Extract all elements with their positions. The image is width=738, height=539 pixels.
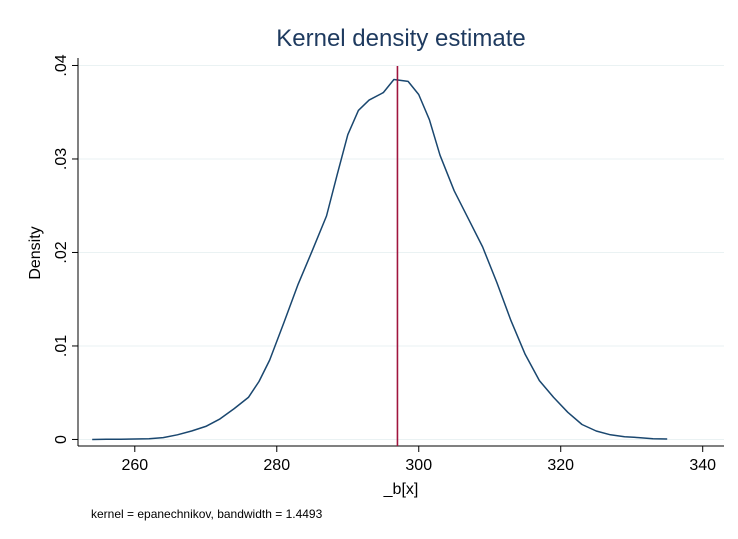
x-tick-label-4: 340 — [689, 457, 716, 474]
chart-note: kernel = epanechnikov, bandwidth = 1.449… — [91, 507, 323, 521]
x-tick-label-2: 300 — [405, 457, 432, 474]
y-tick-label-4: .04 — [53, 54, 70, 76]
series-layer — [92, 78, 668, 441]
y-tick-label-3: .03 — [53, 148, 70, 170]
chart-title: Kernel density estimate — [276, 25, 525, 52]
y-tick-label-0: 0 — [53, 435, 70, 444]
y-tick-label-2: .02 — [53, 241, 70, 263]
density-line-0 — [92, 78, 668, 441]
ticks-layer: 260 280 300 320 340 0 .01 .02 .03 .04 — [53, 54, 716, 474]
x-tick-label-0: 260 — [121, 457, 148, 474]
gridlines — [78, 64, 724, 440]
x-tick-label-3: 320 — [547, 457, 574, 474]
x-tick-label-1: 280 — [263, 457, 290, 474]
y-tick-label-1: .01 — [53, 335, 70, 357]
y-axis-label: Density — [27, 226, 44, 279]
x-axis-label: _b[x] — [383, 481, 419, 498]
